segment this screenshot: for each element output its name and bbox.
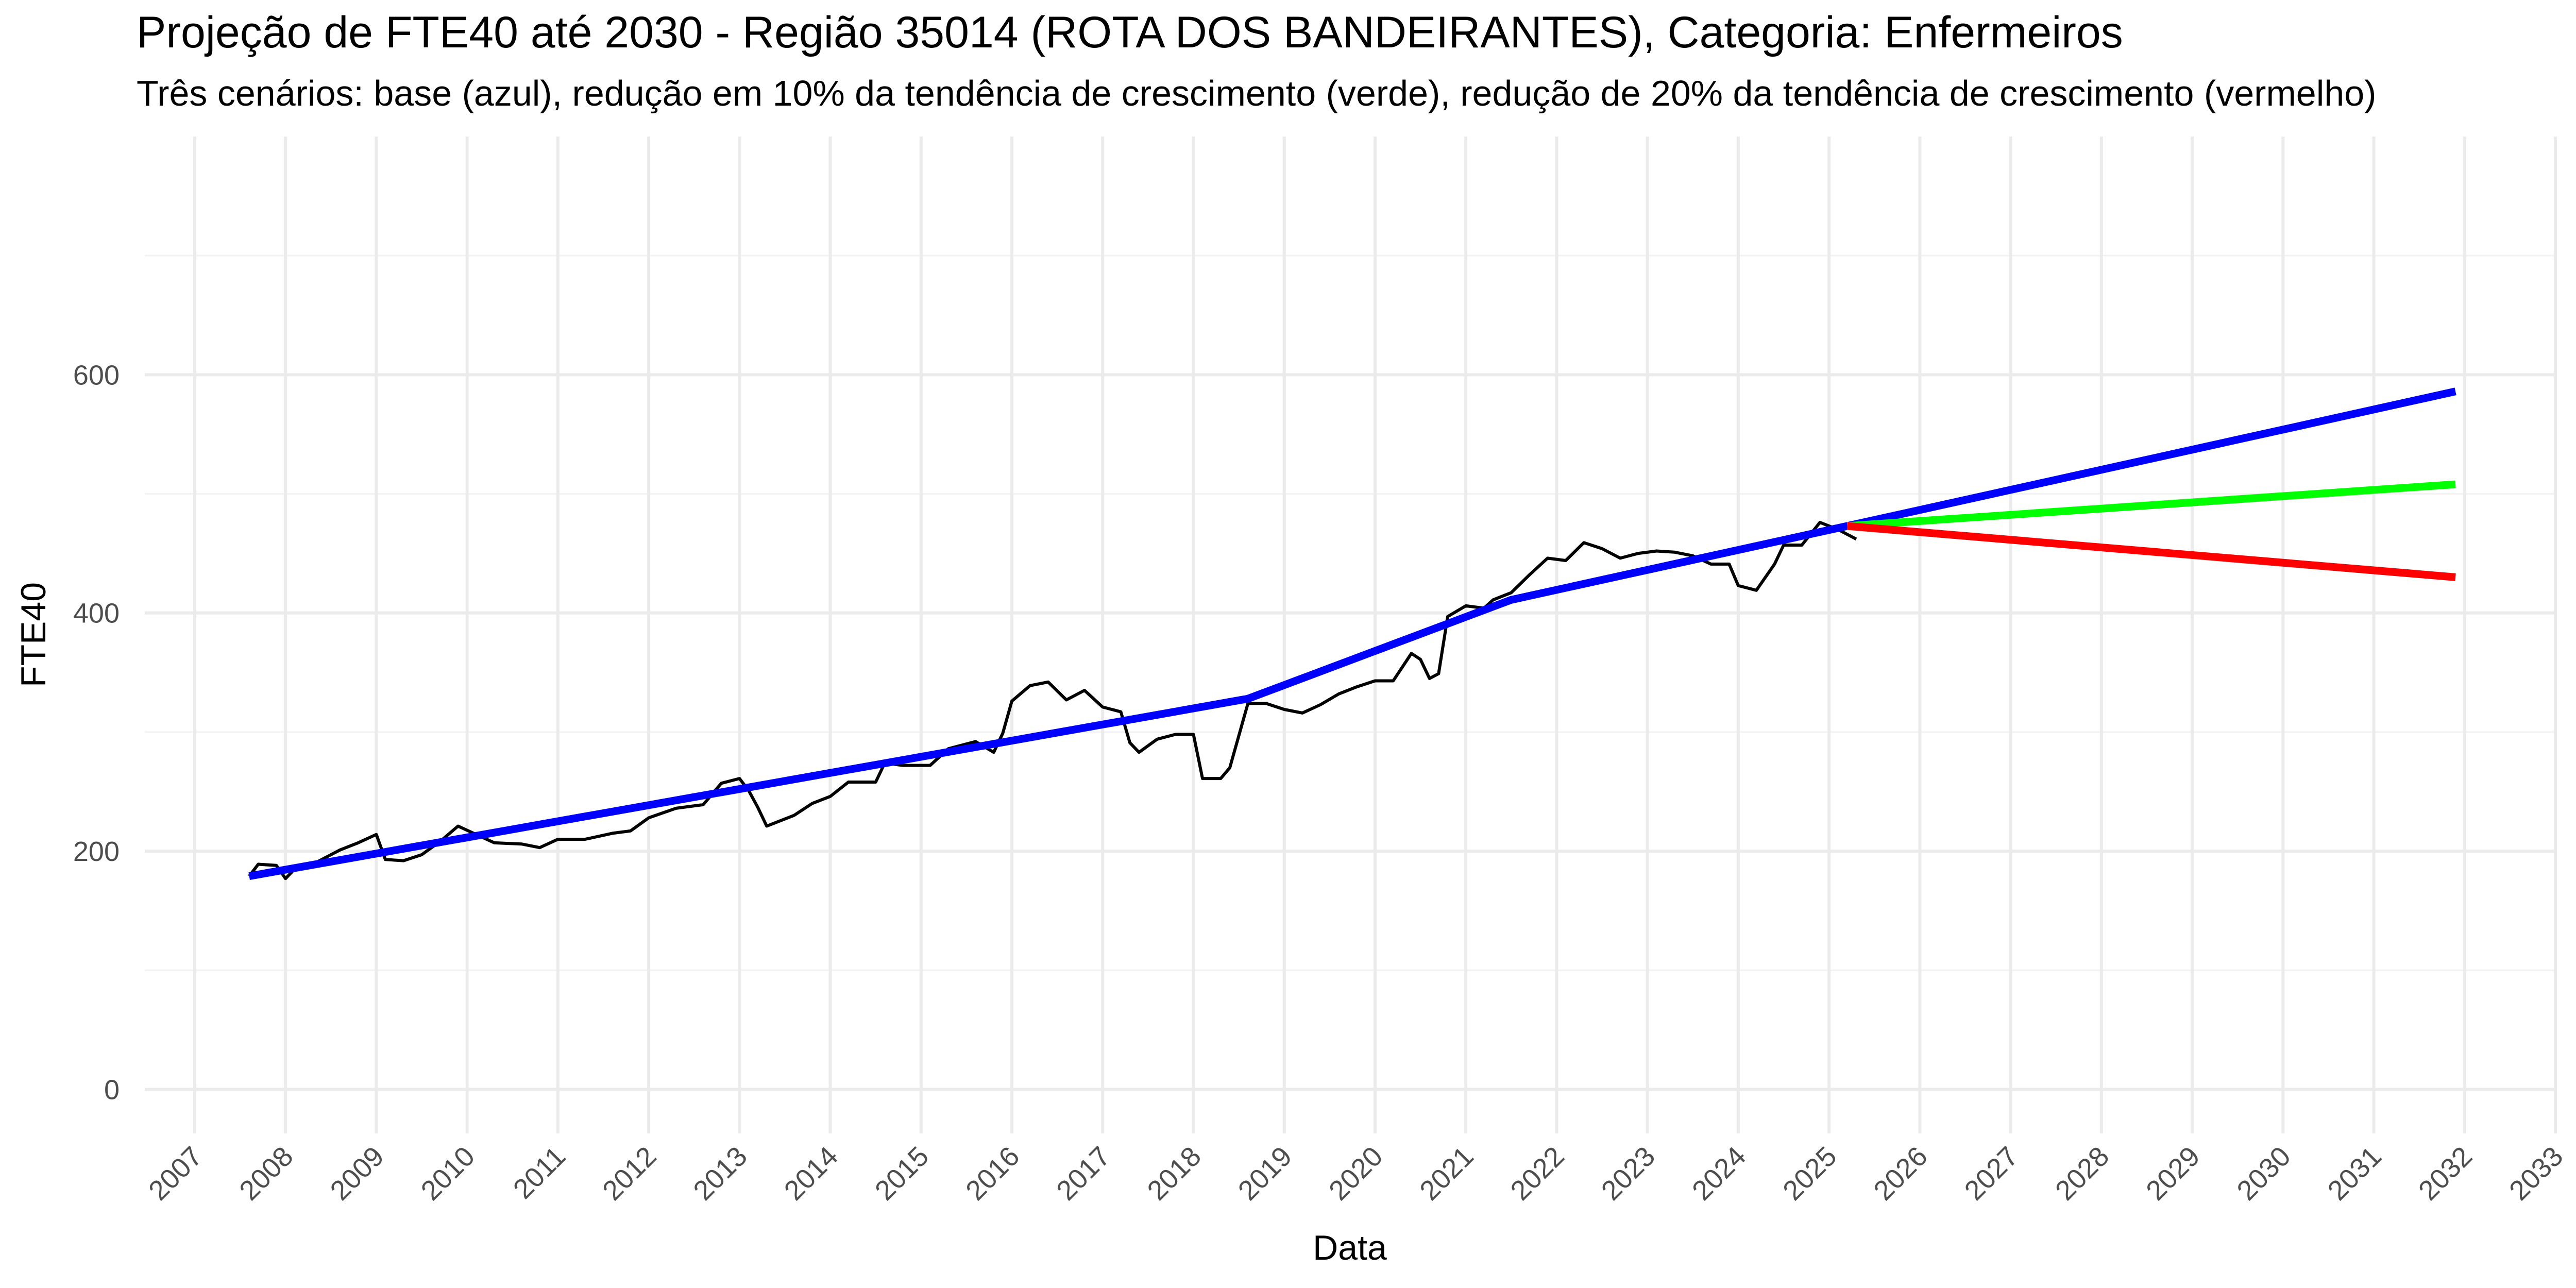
y-tick-label: 600 <box>73 360 120 391</box>
x-axis-title: Data <box>1313 1228 1387 1267</box>
y-axis-title: FTE40 <box>14 582 53 687</box>
y-tick-label: 0 <box>104 1074 120 1105</box>
series-line <box>1846 480 2456 530</box>
y-tick-label: 400 <box>73 598 120 629</box>
chart-subtitle: Três cenários: base (azul), redução em 1… <box>137 73 2376 113</box>
series-line <box>1846 522 2456 581</box>
y-tick-label: 200 <box>73 836 120 867</box>
series-line <box>248 387 2456 880</box>
series-line <box>248 521 1857 880</box>
chart-title: Projeção de FTE40 até 2030 - Região 3501… <box>137 8 2123 57</box>
grid <box>145 137 2557 1133</box>
plot-area <box>248 387 2456 880</box>
